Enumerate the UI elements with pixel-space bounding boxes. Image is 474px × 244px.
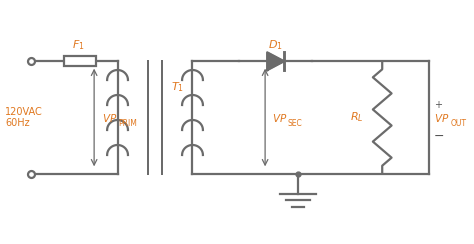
Text: $VP$: $VP$: [272, 112, 287, 123]
Text: OUT: OUT: [450, 119, 466, 128]
Text: +: +: [434, 100, 442, 110]
Text: PRIM: PRIM: [118, 119, 137, 128]
Text: $VP$: $VP$: [102, 112, 118, 123]
Text: SEC: SEC: [288, 119, 302, 128]
Text: 120VAC
60Hz: 120VAC 60Hz: [5, 107, 43, 128]
Polygon shape: [267, 52, 284, 70]
Text: $R_L$: $R_L$: [350, 111, 363, 124]
Text: $F_1$: $F_1$: [73, 39, 85, 52]
Text: $T_1$: $T_1$: [171, 80, 183, 94]
Text: −: −: [434, 130, 444, 143]
Text: $D_1$: $D_1$: [268, 39, 283, 52]
Bar: [64, 56, 97, 66]
Text: $VP$: $VP$: [434, 112, 449, 123]
